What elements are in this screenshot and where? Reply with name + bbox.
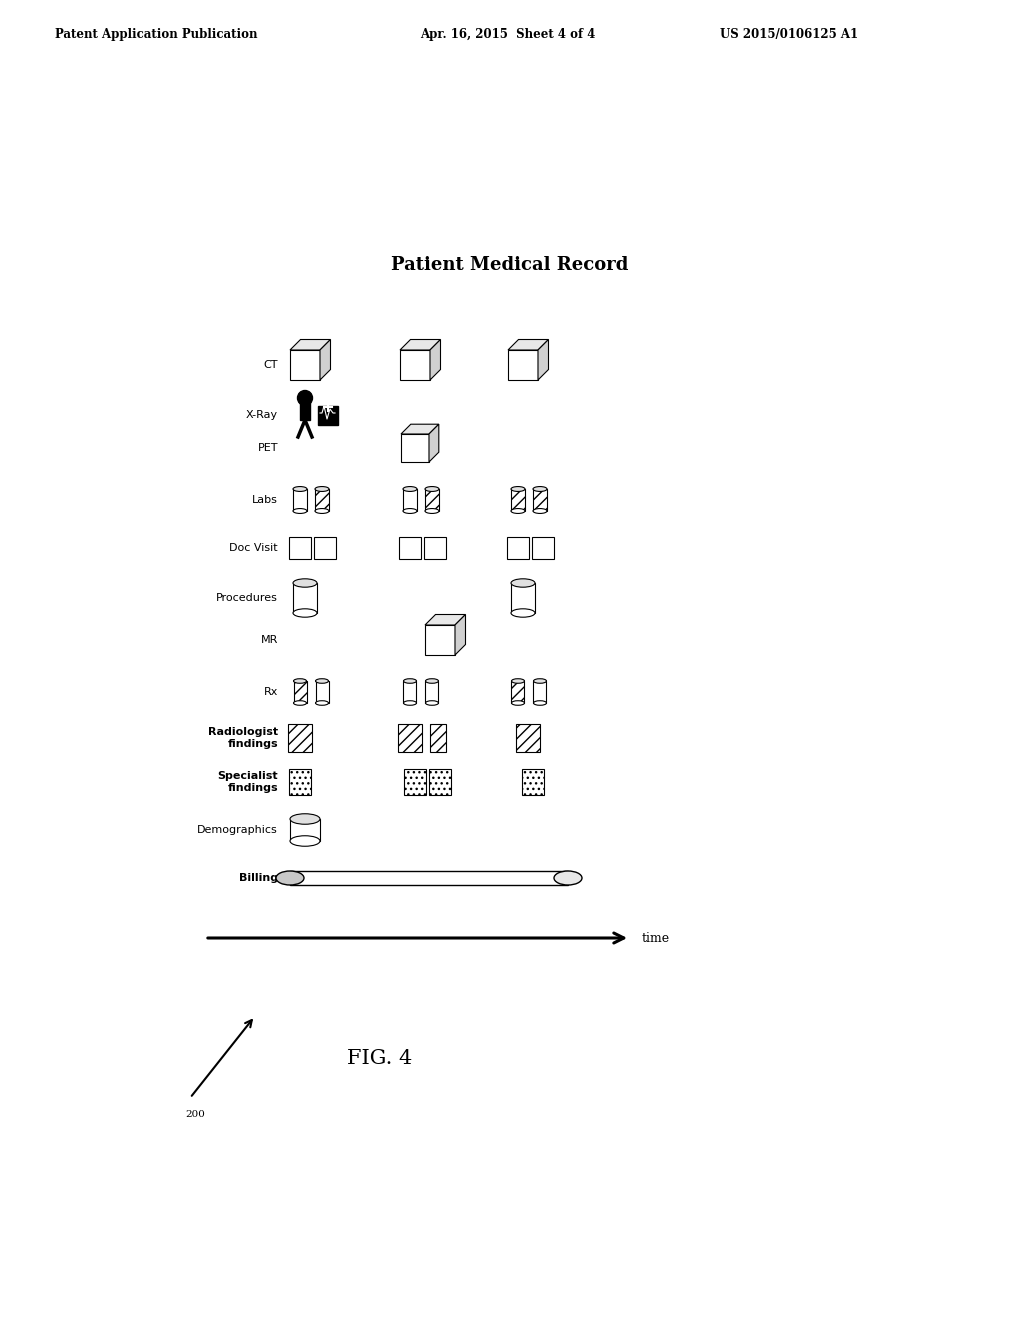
Ellipse shape — [293, 609, 317, 618]
Ellipse shape — [511, 609, 535, 618]
Bar — [532, 537, 554, 558]
Text: Doc Visit: Doc Visit — [229, 543, 278, 553]
Text: PET: PET — [257, 444, 278, 453]
Ellipse shape — [511, 508, 525, 513]
Bar — [294, 681, 306, 704]
Bar — [511, 583, 535, 612]
Polygon shape — [319, 339, 331, 380]
Text: Billing: Billing — [239, 873, 278, 883]
Bar — [404, 770, 426, 795]
Text: Patient Medical Record: Patient Medical Record — [391, 256, 629, 275]
Ellipse shape — [534, 678, 547, 684]
Ellipse shape — [315, 487, 329, 491]
Ellipse shape — [534, 701, 547, 705]
Polygon shape — [290, 350, 319, 380]
Bar — [318, 407, 338, 425]
Bar — [403, 681, 417, 704]
Bar — [516, 723, 540, 752]
Polygon shape — [508, 339, 549, 350]
Bar — [290, 871, 568, 884]
Bar — [293, 488, 307, 511]
Bar — [512, 681, 524, 704]
Ellipse shape — [293, 508, 307, 513]
Ellipse shape — [294, 701, 306, 705]
Ellipse shape — [425, 487, 439, 491]
Circle shape — [298, 391, 312, 405]
Polygon shape — [430, 339, 440, 380]
Ellipse shape — [425, 508, 439, 513]
Text: time: time — [642, 932, 670, 945]
Text: CT: CT — [263, 360, 278, 370]
Polygon shape — [401, 434, 429, 462]
Text: US 2015/0106125 A1: US 2015/0106125 A1 — [720, 28, 858, 41]
Bar — [424, 537, 446, 558]
Bar — [288, 723, 312, 752]
Bar — [403, 488, 417, 511]
Polygon shape — [400, 339, 440, 350]
Bar — [315, 681, 329, 704]
Text: Rx: Rx — [263, 686, 278, 697]
Polygon shape — [508, 350, 538, 380]
Text: Patent Application Publication: Patent Application Publication — [55, 28, 257, 41]
Polygon shape — [425, 624, 455, 655]
Bar — [289, 770, 311, 795]
Bar — [315, 488, 329, 511]
Bar — [293, 583, 317, 612]
Ellipse shape — [426, 701, 438, 705]
Bar — [511, 488, 525, 511]
Ellipse shape — [511, 487, 525, 491]
Ellipse shape — [315, 678, 329, 684]
Bar — [425, 488, 439, 511]
Polygon shape — [400, 350, 430, 380]
Ellipse shape — [294, 678, 306, 684]
Bar — [300, 399, 310, 420]
Ellipse shape — [403, 508, 417, 513]
Text: Demographics: Demographics — [198, 825, 278, 836]
Text: MR: MR — [261, 635, 278, 645]
Ellipse shape — [315, 701, 329, 705]
Bar — [399, 537, 421, 558]
Text: Radiologist
findings: Radiologist findings — [208, 727, 278, 748]
Bar — [398, 723, 422, 752]
Polygon shape — [425, 615, 466, 624]
Text: Procedures: Procedures — [216, 593, 278, 603]
Text: 200: 200 — [185, 1110, 205, 1119]
Ellipse shape — [511, 578, 535, 587]
Ellipse shape — [554, 871, 582, 884]
Bar — [290, 818, 319, 841]
Ellipse shape — [290, 836, 319, 846]
Polygon shape — [538, 339, 549, 380]
Bar — [429, 770, 451, 795]
Ellipse shape — [293, 578, 317, 587]
Text: X-Ray: X-Ray — [246, 411, 278, 420]
Text: Specialist
findings: Specialist findings — [217, 771, 278, 793]
Ellipse shape — [534, 487, 547, 491]
Ellipse shape — [315, 508, 329, 513]
Ellipse shape — [293, 487, 307, 491]
Bar — [534, 488, 547, 511]
Text: Labs: Labs — [252, 495, 278, 506]
Text: FIG. 4: FIG. 4 — [347, 1048, 413, 1068]
Bar — [522, 770, 544, 795]
Polygon shape — [401, 424, 439, 434]
Ellipse shape — [534, 508, 547, 513]
Polygon shape — [290, 339, 331, 350]
Polygon shape — [429, 424, 439, 462]
Bar — [534, 681, 547, 704]
Ellipse shape — [276, 871, 304, 884]
Bar — [289, 537, 311, 558]
Ellipse shape — [512, 701, 524, 705]
Ellipse shape — [403, 701, 417, 705]
Polygon shape — [455, 615, 466, 655]
Ellipse shape — [512, 678, 524, 684]
Bar — [426, 681, 438, 704]
Ellipse shape — [403, 678, 417, 684]
Text: Apr. 16, 2015  Sheet 4 of 4: Apr. 16, 2015 Sheet 4 of 4 — [420, 28, 595, 41]
Bar — [314, 537, 336, 558]
Ellipse shape — [403, 487, 417, 491]
Ellipse shape — [426, 678, 438, 684]
Ellipse shape — [290, 813, 319, 824]
Bar — [430, 723, 446, 752]
Bar — [507, 537, 529, 558]
